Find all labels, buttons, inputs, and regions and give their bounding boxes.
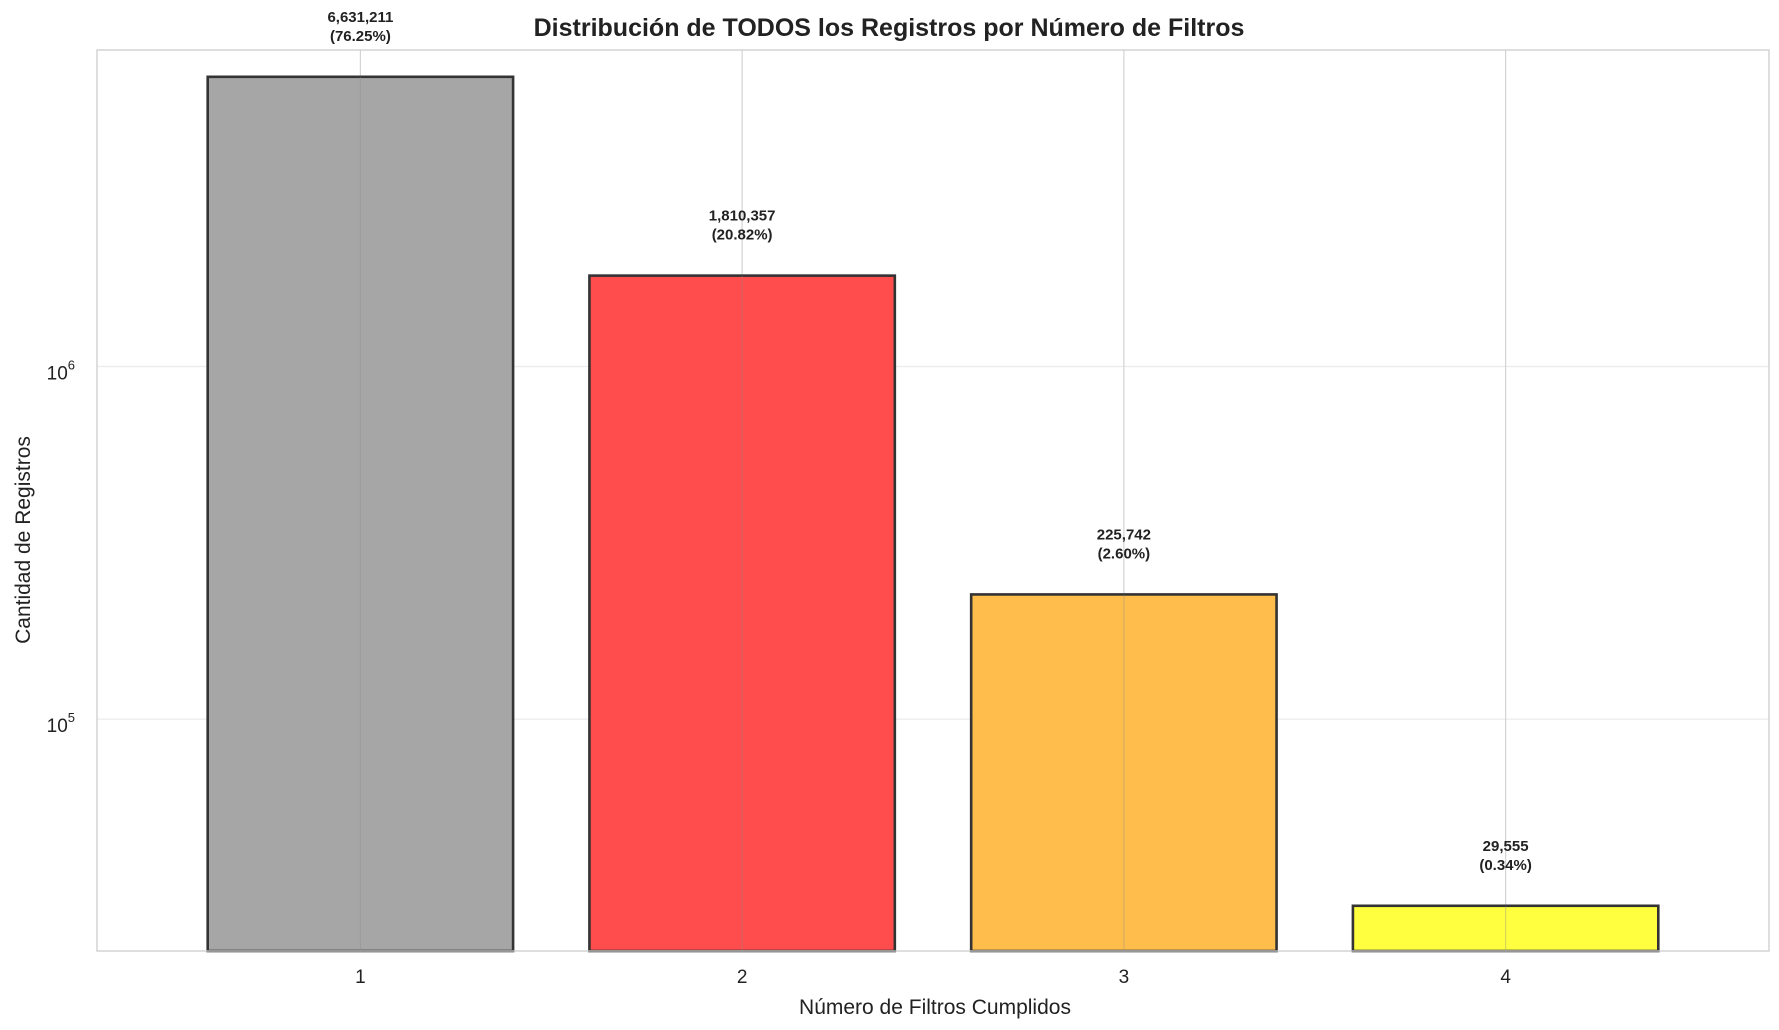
x-tick-label: 2: [737, 967, 748, 988]
data-labels: 6,631,211 (76.25%) 1,810,357 (20.82%) 225,74…: [327, 9, 1531, 874]
data-label-value: 1,810,357: [709, 208, 776, 225]
data-label-percent: (0.34%): [1479, 857, 1532, 874]
tick-labels: 105 106 1 2 3 4: [47, 358, 1512, 988]
bars: [206, 75, 1660, 953]
data-label-percent: (20.82%): [712, 227, 773, 244]
y-tick-label: 105: [47, 710, 75, 737]
chart-title: Distribución de TODOS los Registros por …: [534, 14, 1245, 42]
y-tick-label: 106: [47, 358, 75, 385]
bar: [206, 75, 515, 953]
data-label-percent: (76.25%): [330, 28, 391, 45]
x-axis-label: Número de Filtros Cumplidos: [799, 996, 1071, 1019]
x-tick-label: 4: [1500, 967, 1511, 988]
x-tick-label: 3: [1119, 967, 1130, 988]
data-label-value: 6,631,211: [327, 9, 393, 26]
x-tick-label: 1: [355, 967, 366, 988]
data-label-value: 225,742: [1097, 526, 1151, 543]
data-label-percent: (2.60%): [1098, 545, 1151, 562]
plot-frame: [96, 49, 1770, 952]
data-label-value: 29,555: [1483, 838, 1529, 855]
y-axis-label: Cantidad de Registros: [12, 436, 35, 644]
